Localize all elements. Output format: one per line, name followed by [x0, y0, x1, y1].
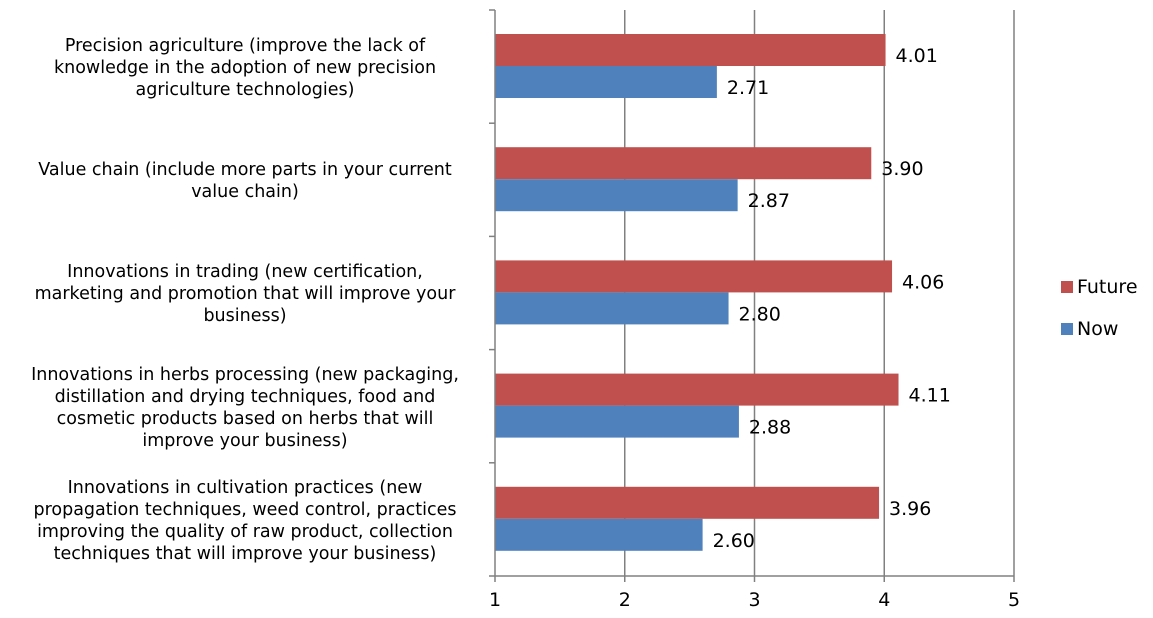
category-label-line: marketing and promotion that will improv… — [34, 284, 456, 305]
bar-future-4 — [495, 486, 880, 519]
category-label-line: Innovations in cultivation practices (ne… — [67, 477, 423, 498]
category-label-line: Innovations in trading (new certificatio… — [67, 262, 423, 283]
category-label: Innovations in trading (new certificatio… — [5, 261, 485, 327]
bar-future-2 — [495, 260, 893, 293]
category-label: Value chain (include more parts in your … — [5, 159, 485, 203]
legend: Future Now — [1061, 275, 1138, 359]
data-label-now-3: 2.88 — [749, 417, 791, 439]
data-label-now-0: 2.71 — [727, 77, 769, 99]
category-label: Innovations in herbs processing (new pac… — [5, 364, 485, 452]
data-label-future-3: 4.11 — [909, 385, 951, 407]
legend-label-future: Future — [1077, 276, 1138, 298]
data-label-future-0: 4.01 — [896, 45, 938, 67]
category-label-line: agriculture technologies) — [135, 80, 355, 100]
bar-future-3 — [495, 373, 899, 406]
category-label-line: Value chain (include more parts in your … — [38, 160, 452, 181]
category-label-line: value chain) — [191, 182, 299, 203]
legend-swatch-future — [1061, 281, 1073, 293]
bar-future-0 — [495, 34, 886, 66]
data-label-now-2: 2.80 — [739, 303, 781, 325]
category-label-line: Innovations in herbs processing (new pac… — [31, 364, 459, 385]
bar-now-2 — [495, 292, 729, 325]
category-label-line: cosmetic products based on herbs that wi… — [56, 408, 434, 429]
category-label-line: distillation and drying techniques, food… — [54, 386, 436, 407]
bar-now-0 — [495, 66, 717, 98]
data-label-future-1: 3.90 — [881, 158, 923, 180]
category-label: Precision agriculture (improve the lack … — [5, 35, 485, 101]
category-label-line: propagation techniques, weed control, pr… — [33, 499, 457, 520]
legend-label-now: Now — [1077, 318, 1119, 340]
legend-item-future: Future — [1061, 275, 1138, 299]
data-label-future-4: 3.96 — [889, 498, 931, 520]
x-tick-label: 4 — [878, 589, 890, 611]
category-label-line: business) — [203, 306, 287, 327]
legend-item-now: Now — [1061, 317, 1138, 341]
bar-now-4 — [495, 518, 703, 551]
data-label-now-4: 2.60 — [713, 530, 755, 552]
category-label-line: knowledge in the adoption of new precisi… — [53, 58, 437, 78]
legend-swatch-now — [1061, 323, 1073, 335]
x-tick-label: 1 — [489, 589, 501, 611]
category-label-line: techniques that will improve your busine… — [53, 543, 437, 564]
x-tick-label: 2 — [619, 589, 631, 611]
data-label-future-2: 4.06 — [902, 271, 944, 293]
bar-now-3 — [495, 405, 739, 438]
bar-future-1 — [495, 147, 872, 180]
data-label-now-1: 2.87 — [748, 190, 790, 212]
bar-now-1 — [495, 179, 738, 212]
category-label-line: Precision agriculture (improve the lack … — [64, 36, 426, 56]
x-tick-label: 5 — [1008, 589, 1020, 611]
category-label-line: improving the quality of raw product, co… — [37, 521, 453, 542]
category-label: Innovations in cultivation practices (ne… — [5, 477, 485, 565]
x-tick-label: 3 — [748, 589, 760, 611]
category-label-line: improve your business) — [142, 430, 348, 451]
